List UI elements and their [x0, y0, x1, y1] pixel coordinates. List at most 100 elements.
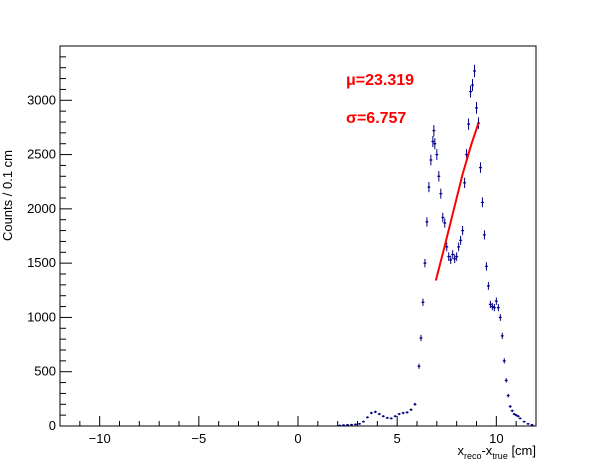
data-point: [498, 313, 502, 321]
x-axis-title-mid: -x: [481, 443, 492, 458]
x-tick-label: −5: [191, 431, 206, 446]
y-tick-label: 3000: [27, 92, 56, 107]
data-point: [381, 415, 385, 418]
data-point: [413, 402, 417, 406]
y-axis-ticks: [60, 45, 72, 427]
data-point: [471, 79, 475, 92]
data-point: [433, 138, 437, 150]
data-point: [451, 250, 455, 259]
data-point: [500, 332, 504, 340]
data-point: [441, 212, 445, 223]
data-point: [357, 422, 361, 425]
data-point: [463, 177, 467, 188]
x-tick-label: 10: [489, 431, 503, 446]
data-point: [447, 252, 451, 261]
data-point: [417, 363, 421, 369]
mu-annotation: μ=23.319: [346, 72, 414, 89]
data-point: [457, 242, 461, 252]
data-point: [526, 422, 530, 425]
data-point: [502, 358, 506, 364]
x-tick-label: 0: [294, 431, 301, 446]
x-axis-title-unit: [cm]: [508, 443, 536, 458]
y-tick-label: 1500: [27, 255, 56, 270]
data-point: [443, 218, 447, 228]
data-point: [445, 242, 449, 252]
x-axis-title: xreco-xtrue [cm]: [457, 443, 536, 461]
data-point: [421, 298, 425, 306]
data-point: [369, 411, 373, 415]
data-point: [377, 412, 381, 416]
data-point: [506, 393, 510, 398]
data-point: [510, 409, 514, 413]
data-point: [393, 415, 397, 418]
data-point: [482, 230, 486, 240]
data-point: [508, 405, 512, 408]
x-axis-title-base: x: [457, 443, 464, 458]
data-point: [484, 262, 488, 271]
data-point: [346, 423, 350, 426]
data-point: [453, 254, 457, 264]
data-point: [365, 416, 369, 419]
plot-frame: [59, 45, 537, 427]
data-point: [423, 258, 427, 268]
x-axis-title-sub-true: true: [492, 451, 508, 461]
data-point: [425, 217, 429, 227]
data-point: [461, 225, 465, 236]
x-axis-title-sub-reco: reco: [464, 451, 482, 461]
data-point: [397, 412, 401, 416]
data-point: [478, 162, 482, 173]
x-axis-ticks: [59, 416, 537, 426]
x-axis-tick-labels: −10 −5 0 5 10: [89, 431, 504, 446]
y-axis-title: Counts / 0.1 cm: [0, 150, 15, 241]
data-point: [449, 255, 453, 265]
y-tick-label: 2000: [27, 201, 56, 216]
data-point: [467, 118, 471, 130]
x-tick-label: −10: [89, 431, 111, 446]
data-point: [405, 411, 409, 414]
data-point: [490, 302, 494, 311]
data-point: [512, 412, 516, 416]
data-point: [439, 188, 443, 199]
data-point: [350, 423, 354, 426]
data-point: [522, 420, 526, 423]
data-point: [518, 417, 522, 420]
y-axis-tick-labels: 0 500 1000 1500 2000 2500 3000: [27, 92, 56, 433]
y-tick-label: 1000: [27, 309, 56, 324]
data-point: [342, 424, 346, 427]
data-point: [432, 125, 436, 137]
data-point: [496, 304, 500, 312]
data-point: [494, 297, 498, 305]
data-point: [429, 154, 433, 166]
data-point: [530, 423, 534, 426]
data-point: [431, 135, 435, 148]
data-point: [401, 411, 405, 415]
sigma-annotation: σ=6.757: [346, 110, 406, 127]
data-point: [427, 182, 431, 193]
data-point: [469, 85, 473, 98]
data-point: [473, 64, 477, 78]
data-point: [435, 149, 439, 160]
y-tick-label: 500: [34, 364, 56, 379]
x-tick-label: 5: [394, 431, 401, 446]
data-point: [385, 416, 389, 419]
fit-curve: [434, 122, 480, 281]
data-point: [492, 304, 496, 312]
data-point: [389, 417, 393, 420]
y-tick-label: 0: [49, 418, 56, 433]
data-point: [514, 414, 518, 417]
data-point: [455, 252, 459, 261]
data-point: [504, 378, 508, 383]
data-point: [516, 415, 520, 418]
data-point: [338, 424, 342, 427]
data-point: [437, 171, 441, 182]
data-point: [475, 102, 478, 114]
data-point: [480, 197, 484, 208]
data-point: [459, 235, 463, 245]
data-point: [361, 420, 365, 423]
data-point: [409, 408, 413, 412]
data-point: [488, 300, 492, 309]
data-point: [419, 334, 423, 342]
data-point: [486, 282, 490, 290]
y-tick-label: 2500: [27, 147, 56, 162]
